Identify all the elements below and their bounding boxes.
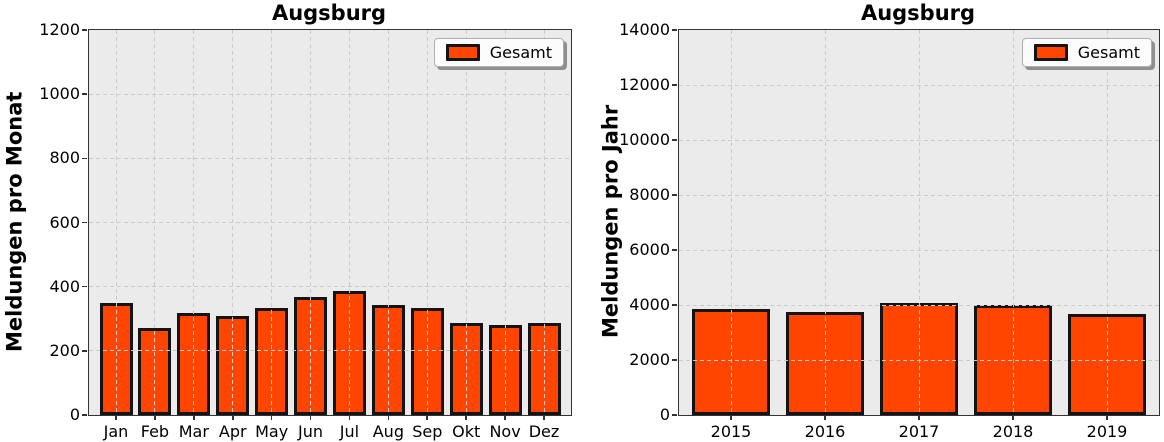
- v-gridline: [1106, 30, 1108, 415]
- y-tick-label: 1000: [39, 84, 80, 104]
- y-tick-label: 2000: [629, 350, 670, 369]
- x-tick: [387, 415, 390, 420]
- x-tick: [1106, 415, 1108, 420]
- plot-area-yearly: 0 2000 4000 6000 8000 10000 12000 14000 2015 2016…: [619, 20, 1160, 441]
- v-gridline: [1012, 30, 1014, 415]
- v-gridline: [730, 30, 732, 415]
- legend: Gesamt: [433, 38, 564, 67]
- x-tick: [465, 415, 467, 420]
- legend-swatch-gesamt-icon: [445, 44, 480, 61]
- y-tick: [672, 139, 677, 141]
- v-gridline: [271, 30, 273, 415]
- h-gridline: [89, 157, 571, 159]
- y-tick: [672, 84, 677, 86]
- y-tick: [672, 414, 677, 416]
- y-tick: [672, 29, 677, 31]
- x-tick: [193, 415, 195, 420]
- x-tick: [115, 415, 117, 420]
- x-tick-label: Jan: [103, 422, 129, 441]
- y-tick-label: 800: [49, 148, 80, 168]
- y-tick: [82, 29, 87, 31]
- y-tick: [82, 414, 87, 416]
- y-tick: [82, 157, 87, 160]
- x-tick-label: Jul: [339, 422, 360, 441]
- x-tick: [309, 415, 312, 420]
- y-tick-label: 400: [49, 276, 80, 296]
- x-tick: [504, 415, 506, 420]
- x-tick: [918, 415, 920, 420]
- v-gridline: [387, 30, 389, 415]
- x-tick: [1012, 415, 1014, 420]
- chart-panel-monthly: Augsburg Meldungen pro Monat 0 200 400 600 8…: [3, 1, 572, 441]
- x-tick: [730, 415, 732, 420]
- x-tick-label: Dez: [528, 422, 560, 441]
- x-tick-label: Nov: [489, 422, 521, 441]
- x-tick-label: 2018: [992, 422, 1034, 441]
- x-tick-label: 2019: [1086, 422, 1128, 441]
- y-tick: [82, 221, 87, 224]
- y-tick-label: 14000: [619, 20, 670, 39]
- x-tick: [348, 415, 351, 420]
- y-tick-label: 8000: [629, 185, 670, 204]
- y-tick-label: 0: [659, 405, 670, 424]
- h-gridline: [89, 222, 571, 223]
- v-gridline: [426, 30, 428, 415]
- x-tick-label: Sep: [412, 422, 443, 441]
- x-tick: [543, 415, 545, 420]
- x-tick: [231, 415, 234, 420]
- v-gridline: [154, 30, 156, 415]
- y-tick: [672, 249, 677, 251]
- x-tick-label: 2017: [898, 422, 940, 441]
- y-tick: [82, 93, 87, 95]
- v-gridline: [465, 30, 467, 415]
- h-gridline: [89, 286, 571, 288]
- x-tick-label: Jun: [298, 422, 324, 441]
- v-gridline: [504, 30, 506, 415]
- x-tick-label: Aug: [372, 422, 404, 441]
- v-gridline: [824, 30, 826, 415]
- y-tick-label: 10000: [619, 130, 670, 149]
- chart-title: Augsburg: [860, 1, 976, 25]
- chart-panel-yearly: Augsburg Meldungen pro Jahr 0 2000 4000 600…: [582, 0, 1164, 442]
- x-tick-label: Feb: [140, 422, 170, 441]
- v-gridline: [193, 30, 195, 415]
- x-tick-label: 2016: [804, 422, 846, 441]
- h-gridline: [89, 93, 571, 95]
- v-gridline: [310, 30, 312, 415]
- y-tick: [82, 350, 87, 352]
- y-tick-label: 4000: [629, 295, 670, 314]
- legend-label: Gesamt: [1077, 43, 1140, 62]
- x-tick-label: Okt: [452, 422, 481, 441]
- v-gridline: [918, 30, 920, 415]
- y-tick-label: 0: [69, 405, 80, 424]
- x-tick-label: Apr: [218, 422, 247, 441]
- legend-swatch-gesamt-icon: [1033, 44, 1068, 61]
- v-gridline: [232, 30, 234, 415]
- chart-title: Augsburg: [271, 1, 387, 25]
- plot-area-monthly: 0 200 400 600 800 1000 1200 Jan Feb Mar Apr May Jun J…: [39, 20, 572, 441]
- x-tick-label: Mar: [178, 422, 209, 441]
- y-tick: [672, 304, 677, 306]
- x-tick: [426, 415, 429, 420]
- y-tick-label: 1200: [39, 20, 80, 39]
- y-tick-label: 12000: [619, 75, 670, 94]
- x-tick: [270, 415, 273, 420]
- x-tick-label: 2015: [710, 422, 752, 441]
- y-tick-label: 200: [49, 340, 80, 360]
- y-tick: [672, 194, 677, 196]
- x-tick: [154, 415, 156, 420]
- y-tick-label: 6000: [629, 240, 670, 259]
- v-gridline: [543, 30, 545, 415]
- v-gridline: [348, 30, 350, 415]
- h-gridline: [89, 350, 571, 352]
- x-tick-label: May: [255, 422, 289, 441]
- legend-label: Gesamt: [489, 43, 552, 62]
- legend: Gesamt: [1021, 38, 1152, 67]
- v-gridline: [115, 30, 117, 415]
- y-tick-label: 600: [49, 212, 80, 232]
- y-tick: [672, 359, 677, 361]
- y-tick: [82, 285, 87, 288]
- x-tick: [824, 415, 826, 420]
